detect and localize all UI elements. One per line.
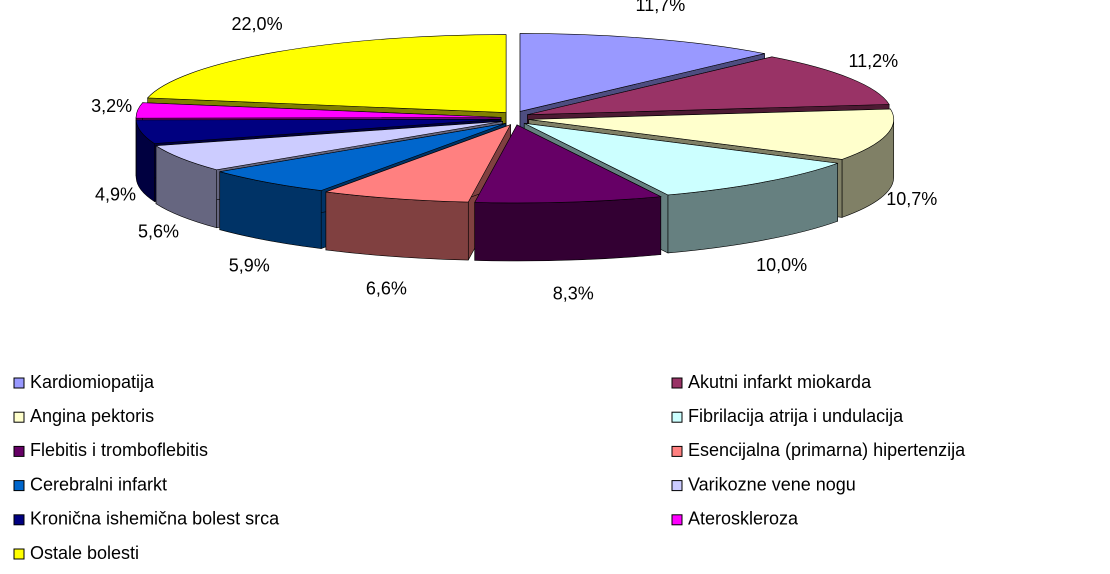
slice-top xyxy=(155,121,503,171)
legend-label: Akutni infarkt miokarda xyxy=(688,372,872,392)
slice-top xyxy=(527,56,890,116)
slice-top xyxy=(474,124,662,204)
data-label: 8,3% xyxy=(553,284,594,304)
slice-top xyxy=(325,124,512,203)
legend-swatch xyxy=(13,514,25,526)
data-label: 4,9% xyxy=(95,184,136,204)
legend-label: Esencijalna (primarna) hipertenzija xyxy=(688,440,966,460)
legend-label: Kardiomiopatija xyxy=(30,372,155,392)
slice-wall xyxy=(474,196,662,262)
legend-label: Flebitis i tromboflebitis xyxy=(30,440,208,460)
legend-label: Ostale bolesti xyxy=(30,543,139,563)
legend-swatch xyxy=(13,480,25,492)
data-label: 10,7% xyxy=(886,189,937,209)
legend-swatch xyxy=(13,377,25,389)
data-label: 11,7% xyxy=(636,0,686,15)
slice-top xyxy=(146,34,507,113)
slice-top xyxy=(528,108,895,160)
data-label: 11,2% xyxy=(848,51,898,71)
slice-top xyxy=(519,33,765,112)
legend-swatch xyxy=(671,411,683,423)
legend-swatch xyxy=(671,445,683,457)
legend-swatch xyxy=(13,411,25,423)
legend-label: Varikozne vene nogu xyxy=(688,474,856,494)
data-label: 3,2% xyxy=(91,96,132,116)
legend-label: Ateroskleroza xyxy=(688,509,799,529)
data-label: 5,6% xyxy=(138,222,179,242)
legend-label: Kronična ishemična bolest srca xyxy=(30,509,280,529)
legend-swatch xyxy=(671,377,683,389)
legend-swatch xyxy=(13,548,25,560)
data-label: 5,9% xyxy=(229,255,270,275)
data-label: 6,6% xyxy=(366,279,407,299)
pie-slice xyxy=(325,124,512,261)
pie-slice xyxy=(474,124,662,262)
data-label: 10,0% xyxy=(756,255,807,275)
slice-top xyxy=(135,118,502,144)
slice-top xyxy=(135,102,502,119)
legend-label: Angina pektoris xyxy=(30,406,154,426)
slice-wall xyxy=(325,191,469,261)
legend-label: Fibrilacija atrija i undulacija xyxy=(688,406,904,426)
legend-swatch xyxy=(671,480,683,492)
legend-label: Cerebralni infarkt xyxy=(30,474,167,494)
slice-top xyxy=(219,122,506,191)
legend-swatch xyxy=(13,445,25,457)
data-label: 22,0% xyxy=(232,14,283,34)
slice-top xyxy=(524,122,838,196)
legend-swatch xyxy=(671,514,683,526)
